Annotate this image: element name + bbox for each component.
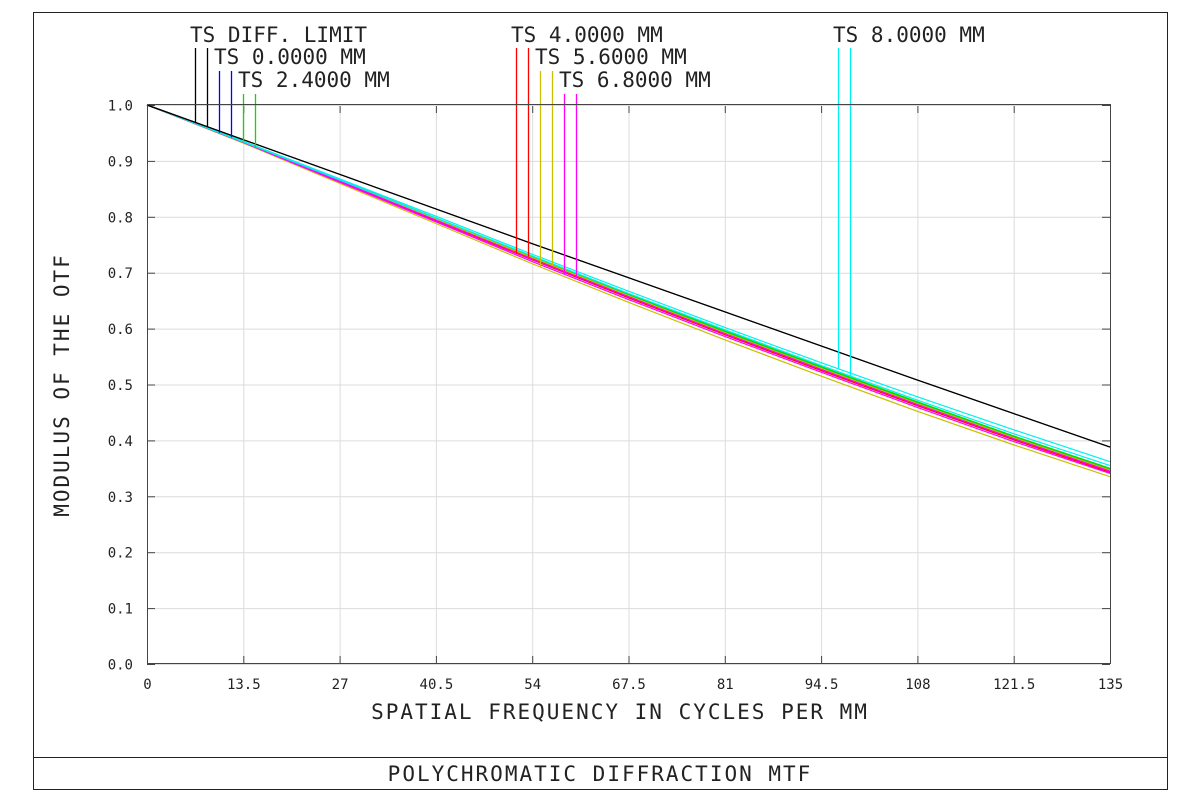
- y-tick-label: 0.5: [108, 378, 133, 394]
- curves: [146, 104, 1111, 478]
- legend-label: TS 0.0000 MM: [214, 45, 366, 69]
- y-tick-label: 0.9: [108, 154, 133, 170]
- x-tick-label: 40.5: [420, 677, 454, 693]
- chart-title: POLYCHROMATIC DIFFRACTION MTF: [388, 762, 813, 786]
- legend-label: TS 2.4000 MM: [238, 68, 390, 92]
- x-tick-label: 0: [143, 677, 151, 693]
- x-tick-label: 67.5: [612, 677, 646, 693]
- x-tick-label: 81: [717, 677, 734, 693]
- y-tick-labels: 0.0 0.1 0.2 0.3 0.4 0.5 0.6 0.7 0.8 0.9 1.0: [108, 99, 133, 674]
- x-tick-label: 135: [1098, 677, 1123, 693]
- grid: [147, 105, 1111, 665]
- y-tick-label: 0.6: [108, 322, 133, 338]
- series-line-diff-limit-s: [146, 104, 1111, 448]
- legend-label: TS 4.0000 MM: [511, 23, 663, 47]
- y-tick-label: 0.3: [108, 490, 133, 506]
- series-line-8-0000-mm-t: [146, 104, 1111, 463]
- series-line-6-8000-mm-t: [146, 104, 1111, 474]
- series-line-6-8000-mm-s: [146, 104, 1111, 472]
- x-tick-label: 54: [524, 677, 541, 693]
- x-tick-label: 27: [332, 677, 349, 693]
- x-tick-label: 121.5: [993, 677, 1035, 693]
- y-tick-label: 0.1: [108, 602, 133, 618]
- x-tick-label: 13.5: [227, 677, 261, 693]
- y-tick-label: 0.0: [108, 658, 133, 674]
- legend-label: TS 8.0000 MM: [833, 23, 985, 47]
- y-tick-label: 1.0: [108, 99, 133, 115]
- legend-label: TS DIFF. LIMIT: [190, 23, 367, 47]
- y-tick-label: 0.7: [108, 266, 133, 282]
- y-tick-label: 0.4: [108, 434, 133, 450]
- y-tick-label: 0.2: [108, 546, 133, 562]
- y-axis-label: MODULUS OF THE OTF: [50, 253, 74, 517]
- legend-label: TS 6.8000 MM: [559, 68, 711, 92]
- outer-frame: [33, 12, 1168, 790]
- x-tick-label: 108: [905, 677, 930, 693]
- legend-markers: [194, 48, 852, 377]
- plot-frame: [147, 104, 1111, 664]
- x-tick-label: 94.5: [805, 677, 839, 693]
- x-axis-label: SPATIAL FREQUENCY IN CYCLES PER MM: [371, 700, 869, 724]
- y-tick-label: 0.8: [108, 210, 133, 226]
- series-line-8-0000-mm-s: [146, 104, 1111, 467]
- x-tick-labels: 0 13.5 27 40.5 54 67.5 81 94.5 108 121.5 135: [143, 677, 1123, 693]
- series-line-5-6000-mm-t: [146, 104, 1111, 478]
- legend-label: TS 5.6000 MM: [535, 45, 687, 69]
